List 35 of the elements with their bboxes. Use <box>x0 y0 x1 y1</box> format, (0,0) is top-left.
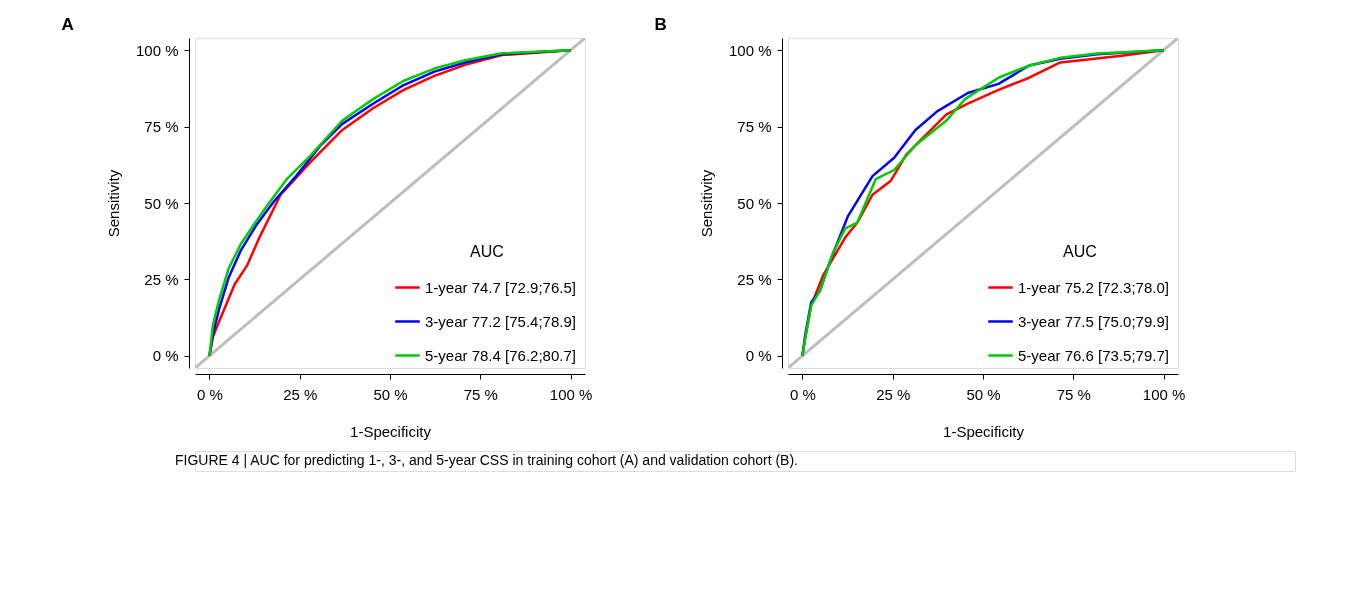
chart-title: A <box>61 15 74 34</box>
x-tick-label: 25 % <box>876 385 911 403</box>
legend-label: 3-year 77.5 [75.0;79.9] <box>1018 312 1169 330</box>
x-axis-title: 1-Specificity <box>350 422 432 440</box>
legend-label: 1-year 75.2 [72.3;78.0] <box>1018 278 1169 296</box>
y-tick-label: 100 % <box>135 41 179 59</box>
caption: FIGURE 4 | AUC for predicting 1-, 3-, and 5-year CSS in training cohort (A) and validation cohort (B). <box>175 452 799 468</box>
x-tick-label: 75 % <box>1056 385 1091 403</box>
legend-title: AUC <box>470 243 504 260</box>
chart-title: B <box>654 15 667 34</box>
x-tick-label: 25 % <box>283 385 318 403</box>
x-tick-label: 100 % <box>1142 385 1186 403</box>
x-tick-label: 50 % <box>966 385 1001 403</box>
x-axis-title: 1-Specificity <box>943 422 1025 440</box>
y-tick-label: 25 % <box>737 270 772 288</box>
x-tick-label: 50 % <box>373 385 408 403</box>
x-tick-label: 100 % <box>549 385 593 403</box>
y-axis-title: Sensitivity <box>104 169 122 238</box>
y-tick-label: 50 % <box>737 194 772 212</box>
y-axis-title: Sensitivity <box>697 169 715 238</box>
y-tick-label: 0 % <box>745 347 772 365</box>
y-tick-label: 75 % <box>737 118 772 136</box>
y-tick-label: 0 % <box>152 347 179 365</box>
legend-label: 1-year 74.7 [72.9;76.5] <box>425 278 576 296</box>
legend-label: 5-year 76.6 [73.5;79.7] <box>1018 346 1169 364</box>
legend-title: AUC <box>1063 243 1097 260</box>
legend-label: 5-year 78.4 [76.2;80.7] <box>425 346 576 364</box>
legend-label: 3-year 77.2 [75.4;78.9] <box>425 312 576 330</box>
x-tick-label: 0 % <box>790 385 816 403</box>
y-tick-label: 75 % <box>144 118 179 136</box>
x-tick-label: 75 % <box>463 385 498 403</box>
y-tick-label: 25 % <box>144 270 179 288</box>
y-tick-label: 50 % <box>144 194 179 212</box>
x-tick-label: 0 % <box>197 385 223 403</box>
y-tick-label: 100 % <box>728 41 772 59</box>
